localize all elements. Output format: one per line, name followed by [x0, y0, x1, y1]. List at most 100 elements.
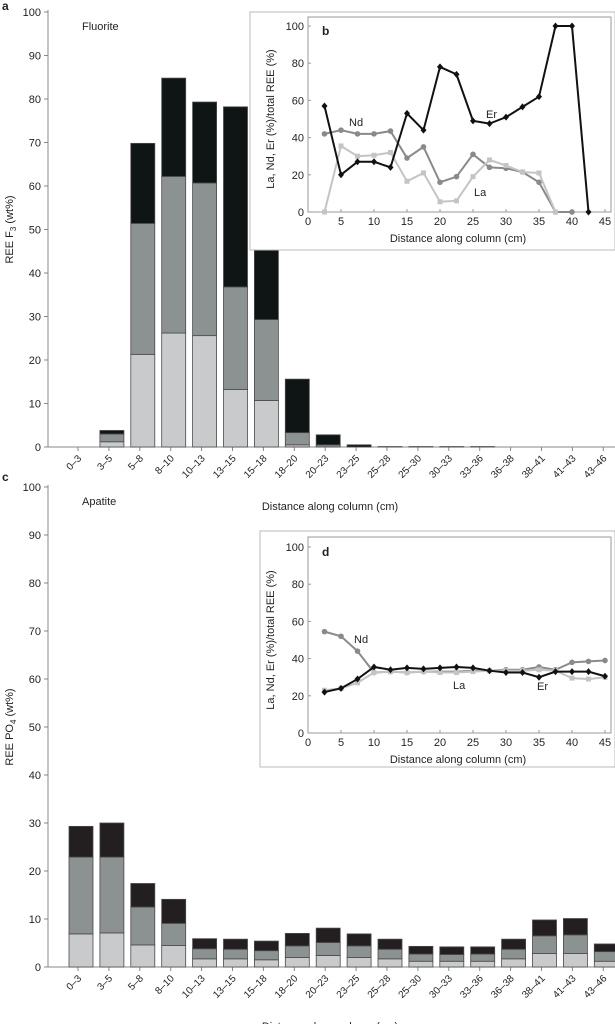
data-point-nd: [470, 151, 476, 158]
panel-letter: a: [2, 0, 9, 13]
x-tick-label: 35: [533, 216, 545, 228]
y-axis-title-subscript: 3: [9, 226, 18, 231]
bar-segment-1: [284, 945, 310, 958]
x-axis-title: Distance along column (cm): [262, 501, 398, 513]
bar-segment-2: [470, 946, 496, 955]
bar-segment-0: [501, 958, 527, 968]
data-point-er: [585, 668, 592, 676]
x-tick-label: 30: [500, 737, 512, 749]
data-point-nd: [321, 628, 328, 635]
y-tick-label: 100: [23, 482, 41, 494]
x-tick-label: 5–8: [126, 453, 146, 473]
data-point-nd: [569, 209, 575, 215]
x-tick-label: 40: [566, 216, 578, 228]
bar-segment-1: [439, 954, 465, 962]
data-point-nd: [602, 657, 608, 664]
bar-segment-0: [161, 945, 187, 968]
y-tick-label: 40: [29, 770, 41, 782]
bar-segment-2: [253, 940, 279, 952]
bar-segment-0: [439, 960, 465, 968]
data-point-er: [371, 158, 377, 166]
data-point-er: [602, 672, 608, 680]
bar-segment-0: [346, 957, 372, 968]
x-tick-label: 0–3: [65, 973, 85, 993]
data-point-er: [519, 103, 526, 111]
data-point-er: [338, 171, 344, 179]
panel-letter: b: [322, 24, 329, 38]
panel-annotation: Apatite: [82, 496, 116, 508]
bar-segment-1: [223, 948, 248, 960]
x-tick-label: 13–15: [211, 453, 239, 481]
plot-frame: [307, 16, 612, 213]
data-point-la: [536, 667, 542, 673]
bar-segment-0: [223, 958, 248, 968]
data-point-la: [569, 675, 575, 681]
bar-segment-1: [408, 953, 434, 962]
bar-segment-1: [284, 432, 310, 446]
x-tick-label: 25–28: [366, 973, 394, 1001]
bar-segment-0: [470, 960, 496, 968]
series-label-er: Er: [486, 109, 497, 121]
series-line-nd: [324, 129, 572, 213]
bar-segment-1: [532, 935, 557, 954]
data-point-er: [404, 109, 410, 117]
x-tick-label: 33–36: [458, 973, 486, 1001]
x-tick-label: 36–38: [489, 973, 517, 1001]
bar-segment-0: [253, 400, 279, 448]
data-point-er: [387, 163, 394, 171]
bar-segment-2: [439, 946, 465, 955]
series-label-nd: Nd: [349, 117, 363, 129]
x-tick-label: 0: [305, 737, 311, 749]
y-axis-title: REE F3 (wt%): [4, 195, 18, 263]
series-label-nd: Nd: [354, 634, 368, 646]
bar-segment-1: [99, 433, 125, 443]
y-tick-label: 100: [23, 7, 41, 19]
y-tick-label: 20: [29, 866, 41, 878]
bar-segment-1: [192, 182, 218, 337]
bar-segment-1: [223, 286, 248, 390]
data-point-er: [437, 664, 443, 672]
data-point-er: [420, 665, 427, 673]
data-point-nd: [585, 658, 592, 665]
x-tick-label: 45: [599, 216, 611, 228]
data-point-la: [404, 178, 410, 184]
y-tick-label: 20: [292, 170, 304, 182]
data-point-la: [503, 163, 509, 168]
panel-letter: c: [2, 470, 9, 484]
data-point-la: [371, 670, 377, 676]
x-tick-label: 10: [368, 216, 380, 228]
bar-segment-0: [161, 332, 187, 448]
bar-segment-0: [253, 959, 279, 968]
x-tick-label: 18–20: [273, 973, 301, 1001]
y-tick-label: 40: [292, 133, 304, 145]
data-point-er: [536, 93, 542, 101]
data-point-la: [586, 676, 591, 682]
y-axis-title-main: REE F: [4, 231, 16, 264]
data-point-la: [454, 198, 459, 204]
y-tick-label: 80: [29, 94, 41, 106]
bar-segment-0: [408, 960, 434, 968]
bar-segment-2: [130, 142, 156, 224]
data-point-la: [371, 152, 377, 158]
x-axis-title: Distance along column (cm): [262, 1021, 398, 1024]
y-tick-label: 20: [292, 691, 304, 703]
x-tick-label: 0–3: [65, 453, 85, 473]
x-tick-label: 20: [434, 737, 446, 749]
y-tick-label: 80: [29, 578, 41, 590]
x-tick-label: 5: [338, 216, 344, 228]
y-axis-title: La, Nd, Er (%)/total REE (%): [265, 570, 277, 709]
series-label-la: La: [453, 680, 466, 692]
y-tick-label: 60: [292, 616, 304, 628]
x-tick-label: 30–33: [427, 453, 455, 481]
bar-segment-0: [99, 932, 125, 968]
x-tick-label: 5–8: [126, 973, 146, 993]
bar-segment-0: [192, 335, 218, 448]
y-tick-label: 80: [292, 58, 304, 70]
data-point-er: [321, 102, 328, 110]
bar-segment-2: [408, 945, 434, 955]
y-tick-label: 40: [29, 268, 41, 280]
bar-segment-0: [130, 353, 156, 448]
bar-segment-2: [192, 938, 218, 950]
data-point-er: [338, 684, 344, 692]
bar-segment-1: [315, 942, 341, 956]
